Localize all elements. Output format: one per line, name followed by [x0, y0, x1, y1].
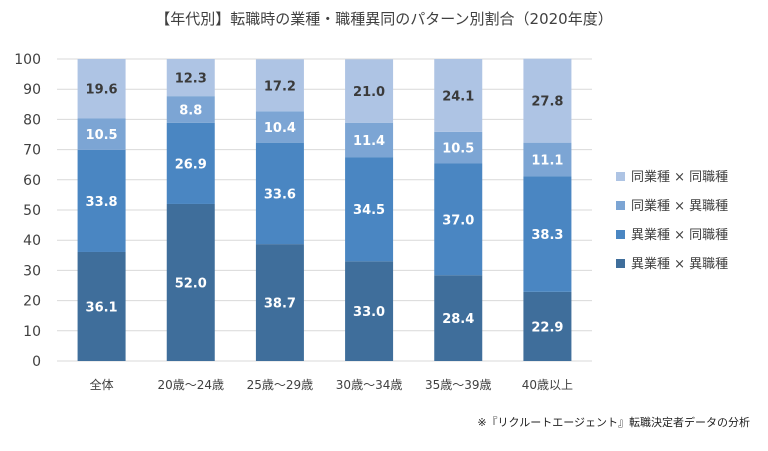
footnote: ※『リクルートエージェント』転職決定者データの分析	[477, 416, 750, 429]
legend-swatch	[616, 201, 625, 210]
y-tick-label: 0	[32, 354, 41, 370]
legend-swatch	[616, 259, 625, 268]
bar-segment	[77, 118, 126, 150]
bar-segment	[166, 96, 215, 123]
bar-segment	[434, 163, 483, 276]
y-tick-label: 40	[23, 233, 41, 249]
data-label: 22.9	[531, 320, 563, 335]
y-tick-label: 100	[14, 52, 41, 68]
data-label: 10.5	[86, 128, 118, 143]
x-tick-label: 全体	[90, 377, 114, 392]
x-tick-label: 35歳～39歳	[425, 378, 492, 392]
bar-segment	[345, 122, 394, 158]
y-tick-label: 20	[23, 294, 41, 310]
bar-segment	[434, 59, 483, 132]
legend-label: 同業種 × 同職種	[631, 169, 728, 185]
data-label: 28.4	[442, 312, 474, 327]
data-label: 10.5	[442, 142, 474, 157]
chart-title: 【年代別】転職時の業種・職種異同のパターン別割合（2020年度）	[155, 10, 613, 28]
y-tick-label: 30	[23, 263, 41, 279]
legend-swatch	[616, 172, 625, 181]
data-label: 52.0	[175, 276, 207, 291]
bar-segment	[345, 261, 394, 361]
bar-segment	[255, 111, 304, 143]
bar-segment	[166, 203, 215, 361]
bar-segment	[345, 59, 394, 123]
legend-swatch	[616, 230, 625, 239]
data-label: 33.0	[353, 305, 385, 320]
bar-segment	[255, 59, 304, 112]
y-tick-label: 70	[23, 143, 41, 159]
legend-label: 異業種 × 異職種	[631, 256, 728, 272]
legend-label: 同業種 × 異職種	[631, 198, 728, 214]
data-label: 36.1	[86, 300, 118, 315]
bar-segment	[523, 142, 572, 177]
bar-segment	[77, 59, 126, 119]
bar-segment	[77, 251, 126, 361]
bar-segment	[523, 176, 572, 292]
x-tick-label: 20歳～24歳	[157, 378, 224, 392]
y-tick-label: 60	[23, 173, 41, 189]
bar-segment	[166, 59, 215, 97]
data-label: 11.1	[531, 153, 563, 168]
bar-segment	[523, 58, 572, 143]
data-label: 24.1	[442, 89, 474, 104]
bar-segment	[434, 131, 483, 164]
y-tick-label: 80	[23, 112, 41, 128]
y-tick-label: 50	[23, 203, 41, 219]
data-label: 38.7	[264, 297, 296, 312]
data-label: 38.3	[531, 228, 563, 243]
bar-segment	[255, 142, 304, 245]
y-tick-label: 10	[23, 324, 41, 340]
data-label: 37.0	[442, 213, 474, 228]
data-label: 26.9	[175, 157, 207, 172]
data-label: 21.0	[353, 85, 385, 100]
data-label: 17.2	[264, 79, 296, 94]
bar-segment	[523, 291, 572, 361]
data-label: 10.4	[264, 121, 296, 136]
bar-segment	[166, 122, 215, 204]
x-tick-label: 30歳～34歳	[336, 378, 403, 392]
data-label: 19.6	[86, 83, 118, 98]
bar-segment	[255, 244, 304, 361]
data-label: 11.4	[353, 134, 385, 149]
data-label: 34.5	[353, 203, 385, 218]
legend-label: 異業種 × 同職種	[631, 227, 728, 243]
bar-segment	[77, 149, 126, 252]
bar-segment	[434, 275, 483, 361]
data-label: 8.8	[179, 103, 202, 118]
data-label: 12.3	[175, 72, 207, 87]
data-label: 27.8	[531, 95, 563, 110]
data-label: 33.8	[86, 195, 118, 210]
x-tick-label: 40歳以上	[522, 378, 573, 392]
y-tick-label: 90	[23, 82, 41, 98]
x-tick-label: 25歳～29歳	[247, 378, 314, 392]
data-label: 33.6	[264, 187, 296, 202]
bar-segment	[345, 157, 394, 262]
